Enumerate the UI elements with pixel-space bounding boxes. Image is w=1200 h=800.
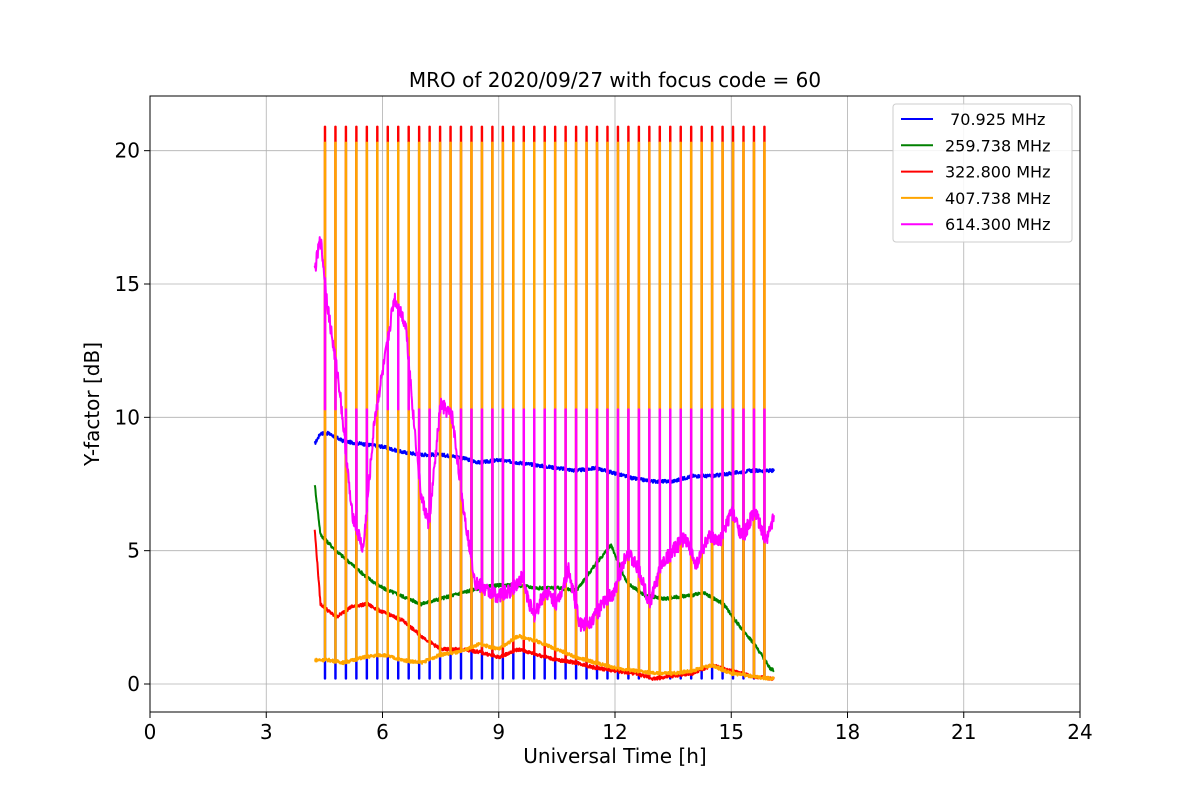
series-line-4 — [314, 141, 775, 681]
chart-title: MRO of 2020/09/27 with focus code = 60 — [409, 68, 821, 92]
series-line-5 — [313, 236, 775, 633]
x-tick-label: 0 — [144, 720, 157, 744]
y-tick-label: 0 — [127, 672, 140, 696]
legend-entry-label: 407.738 MHz — [945, 189, 1050, 208]
x-tick-label: 18 — [835, 720, 860, 744]
y-axis-label: Y-factor [dB] — [80, 342, 104, 467]
x-tick-label: 9 — [492, 720, 505, 744]
x-tick-label: 3 — [260, 720, 273, 744]
x-tick-label: 15 — [719, 720, 744, 744]
legend-entry-label: 70.925 MHz — [945, 110, 1045, 129]
legend-box — [892, 103, 1073, 243]
x-tick-label: 24 — [1067, 720, 1092, 744]
legend: 70.925 MHz 259.738 MHz 322.800 MHz 407.738 … — [892, 103, 1073, 243]
y-tick-label: 15 — [115, 272, 140, 296]
series-line-3 — [313, 125, 775, 682]
x-tick-label: 21 — [951, 720, 976, 744]
legend-entry-label: 322.800 MHz — [945, 163, 1050, 182]
series-layer — [313, 125, 775, 682]
y-tick-label: 20 — [115, 139, 140, 163]
x-tick-label: 6 — [376, 720, 389, 744]
legend-entry-label: 259.738 MHz — [945, 136, 1050, 155]
tick-layer: 0 3 6 9 12 15 18 21 24 0 5 10 15 20 — [115, 139, 1093, 744]
x-tick-label: 12 — [602, 720, 627, 744]
series-line-1 — [313, 430, 775, 680]
x-axis-label: Universal Time [h] — [523, 744, 706, 768]
legend-entry-label: 614.300 MHz — [945, 215, 1050, 234]
y-tick-label: 10 — [115, 405, 140, 429]
y-tick-label: 5 — [127, 539, 140, 563]
